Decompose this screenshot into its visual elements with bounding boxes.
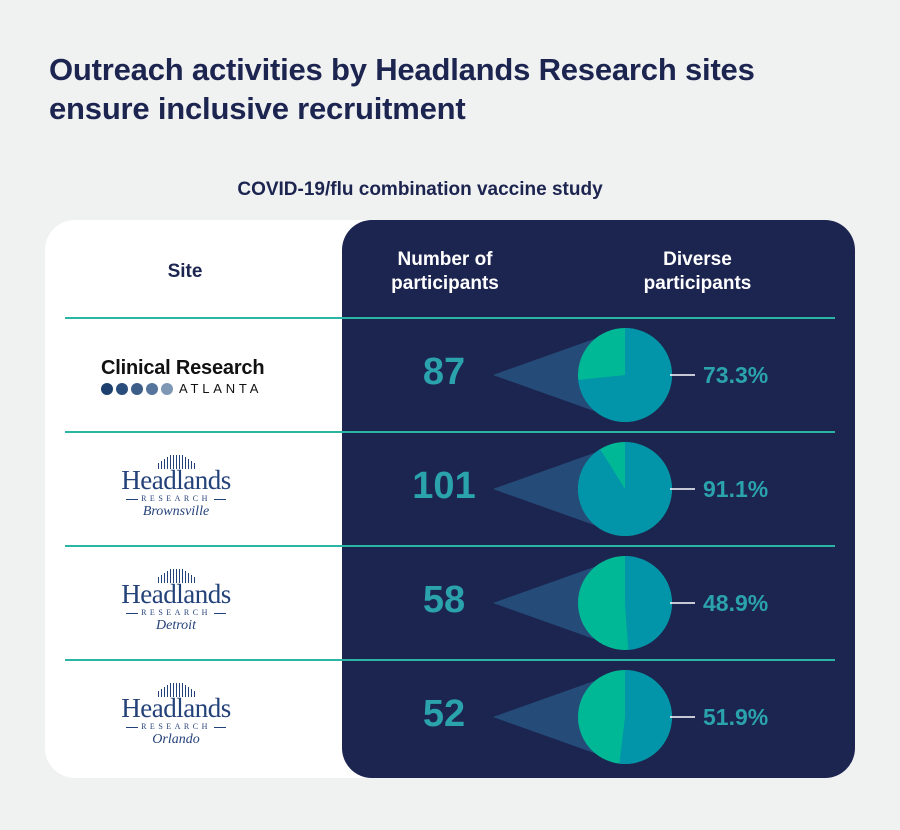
row-divider	[65, 545, 835, 547]
headlands-detroit-logo: Headlands RESEARCH Detroit	[101, 569, 251, 634]
chart-subtitle: COVID-19/flu combination vaccine study	[237, 179, 603, 200]
header-site: Site	[167, 261, 203, 282]
logo-city: Brownsville	[142, 504, 210, 519]
pie-slice-diverse	[625, 556, 673, 650]
logo-city: ATLANTA	[179, 381, 263, 396]
diverse-pct-label: 73.3%	[703, 362, 769, 388]
participants-value: 101	[412, 465, 476, 507]
logo-mark	[101, 569, 251, 583]
logo-name: Clinical Research	[101, 357, 265, 379]
logo-city: Detroit	[156, 618, 196, 633]
participants-value: 52	[422, 693, 466, 735]
logo-mark	[101, 683, 251, 697]
logo-name: Headlands	[121, 693, 231, 723]
logo-name: Headlands	[121, 465, 231, 495]
pie-slice-diverse	[619, 670, 672, 764]
logo-sub: ATLANTA	[101, 381, 264, 396]
logo-dot	[161, 382, 173, 395]
diverse-pct-label: 48.9%	[703, 590, 769, 616]
headlands-brownsville-logo: Headlands RESEARCH Brownsville	[101, 455, 251, 520]
diverse-pct-label: 91.1%	[703, 476, 769, 502]
row-divider	[65, 659, 835, 661]
pie-slice-diverse	[578, 442, 673, 536]
logo-name: Headlands	[121, 579, 231, 609]
header-participants: Number of participants	[391, 249, 499, 294]
participants-value: 58	[422, 579, 466, 621]
logo-dot	[116, 382, 128, 395]
logo-dot	[131, 382, 143, 395]
headlands-orlando-logo: Headlands RESEARCH Orlando	[101, 683, 251, 748]
logo-sub: RESEARCH	[101, 608, 251, 618]
logo-dot	[101, 382, 113, 395]
clinical-research-atlanta-logo: Clinical Research ATLANTA	[101, 357, 265, 396]
participants-value: 87	[422, 351, 466, 393]
logo-mark	[101, 455, 251, 469]
logo-city: Orlando	[152, 732, 200, 747]
row-divider	[65, 317, 835, 319]
logo-sub: RESEARCH	[101, 722, 251, 732]
pie-slice-diverse	[578, 328, 673, 422]
row-divider	[65, 431, 835, 433]
logo-dot	[146, 382, 158, 395]
diverse-pct-label: 51.9%	[703, 704, 769, 730]
header-diverse: Diverse participants	[643, 249, 752, 294]
logo-sub: RESEARCH	[101, 494, 251, 504]
page-title: Outreach activities by Headlands Researc…	[49, 52, 755, 126]
